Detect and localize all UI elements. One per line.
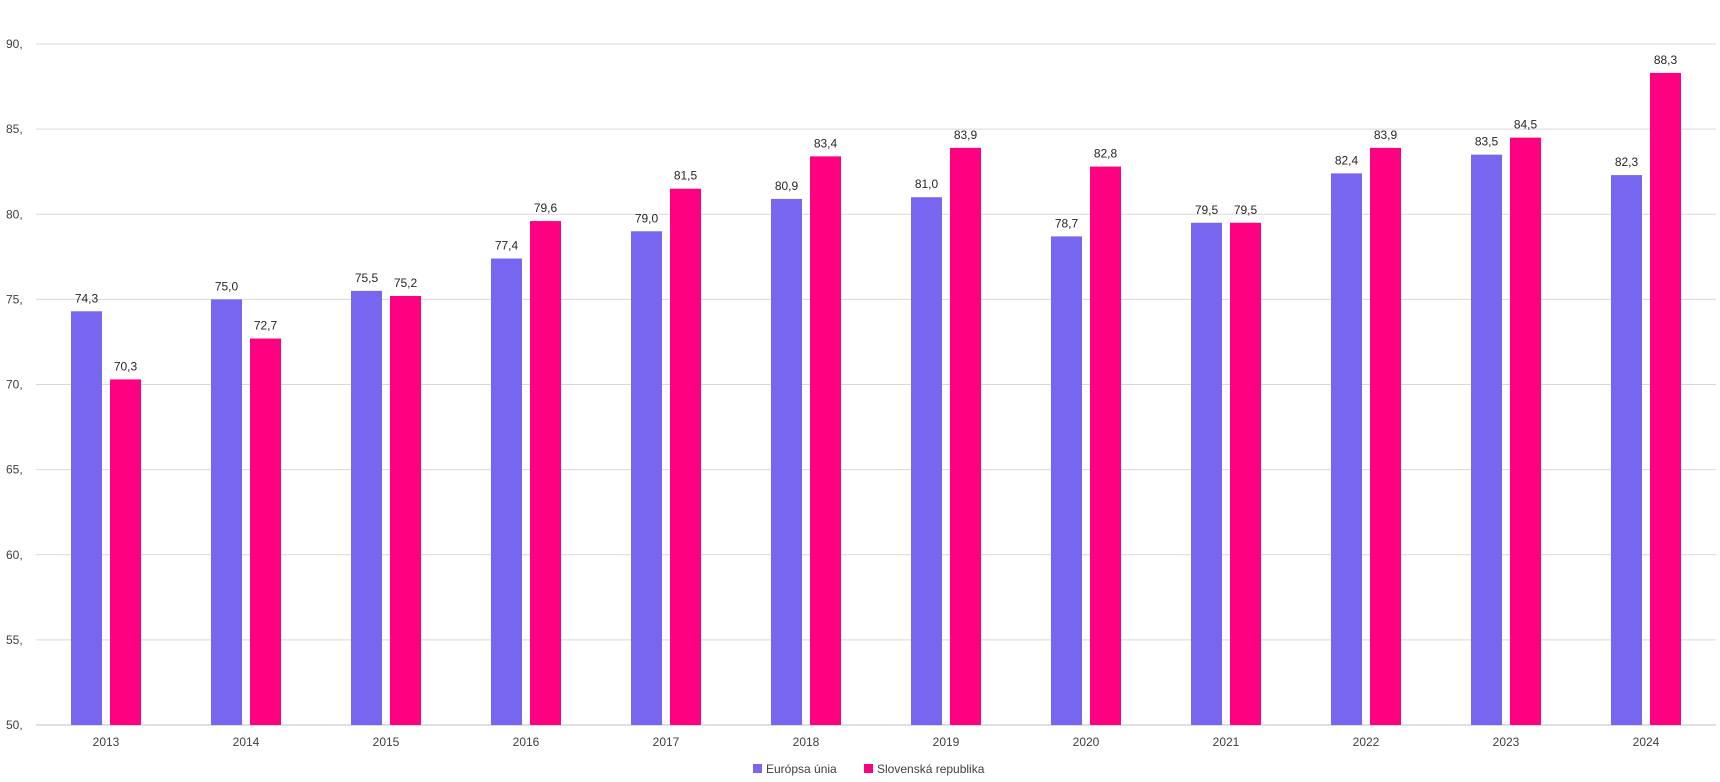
bar-sk-2014 [250,338,281,725]
bar-sk-2018 [810,156,841,726]
data-label-sk-2019: 83,9 [954,128,978,142]
gridlines [36,43,1716,726]
x-axis-category-labels: 2013 2014 2015 2016 2017 2018 2019 2020 2021 2022… [93,735,1660,749]
data-label-eu-2016: 77,4 [495,239,519,253]
data-label-sk-2020: 82,8 [1094,147,1118,161]
bar-eu-2014 [211,299,242,725]
bar-eu-2015 [351,290,382,725]
bar-sk-2016 [530,221,561,725]
data-label-eu-2023: 83,5 [1475,135,1499,149]
legend: Európsa únia Slovenská republika [753,762,985,776]
y-tick-label: 65, [6,463,23,477]
y-tick-label: 70, [6,378,23,392]
data-label-sk-2013: 70,3 [114,359,138,373]
bar-sk-2022 [1370,147,1401,726]
bar-sk-2019 [950,147,981,726]
x-tick-label: 2013 [93,735,120,749]
y-tick-label: 85, [6,122,23,136]
y-tick-label: 60, [6,548,23,562]
data-label-eu-2013: 74,3 [75,291,99,305]
data-label-sk-2022: 83,9 [1374,128,1398,142]
bar-sk-2021 [1230,222,1261,725]
data-label-eu-2015: 75,5 [355,271,379,285]
bar-eu-2021 [1191,222,1222,725]
y-tick-label: 80, [6,207,23,221]
legend-swatch [864,764,873,773]
legend-label: Európsa únia [766,762,837,776]
data-label-sk-2016: 79,6 [534,201,558,215]
bar-sk-2017 [670,188,701,725]
legend-item-eu: Európsa únia [753,762,837,776]
legend-swatch [753,764,762,773]
x-tick-label: 2019 [933,735,960,749]
x-tick-label: 2017 [653,735,680,749]
data-label-eu-2021: 79,5 [1195,203,1219,217]
legend-label: Slovenská republika [877,762,985,776]
bar-eu-2016 [491,258,522,725]
y-tick-label: 75, [6,292,23,306]
x-tick-label: 2015 [373,735,400,749]
bar-sk-2020 [1090,166,1121,725]
bar-eu-2022 [1331,173,1362,725]
y-tick-label: 50, [6,718,23,732]
data-label-sk-2017: 81,5 [674,169,698,183]
legend-item-sk: Slovenská republika [864,762,985,776]
data-label-sk-2021: 79,5 [1234,203,1258,217]
bar-eu-2019 [911,197,942,726]
bar-sk-2013 [110,379,141,725]
x-tick-label: 2024 [1633,735,1660,749]
bar-eu-2024 [1611,175,1642,725]
x-tick-label: 2016 [513,735,540,749]
data-label-sk-2018: 83,4 [814,136,838,150]
y-axis-tick-labels: 50, 55, 60, 65, 70, 75, 80, 85, 90, [6,37,23,732]
data-label-eu-2014: 75,0 [215,279,239,293]
data-label-sk-2024: 88,3 [1654,53,1678,67]
data-label-eu-2017: 79,0 [635,211,659,225]
x-tick-label: 2021 [1213,735,1240,749]
bar-eu-2023 [1471,154,1502,726]
x-tick-label: 2014 [233,735,260,749]
data-label-eu-2024: 82,3 [1615,155,1639,169]
y-tick-label: 90, [6,37,23,51]
bar-eu-2020 [1051,236,1082,725]
bar-eu-2013 [71,311,102,725]
x-tick-label: 2020 [1073,735,1100,749]
x-tick-label: 2018 [793,735,820,749]
data-label-eu-2018: 80,9 [775,179,799,193]
data-label-eu-2019: 81,0 [915,177,939,191]
x-tick-label: 2022 [1353,735,1380,749]
data-label-sk-2014: 72,7 [254,319,278,333]
y-tick-label: 55, [6,633,23,647]
bar-eu-2018 [771,198,802,726]
bar-eu-2017 [631,231,662,725]
bar-sk-2015 [390,295,421,725]
data-label-sk-2015: 75,2 [394,276,418,290]
bars [71,72,1681,726]
data-label-eu-2020: 78,7 [1055,216,1079,230]
data-label-eu-2022: 82,4 [1335,153,1359,167]
bar-sk-2023 [1510,137,1541,725]
bar-sk-2024 [1650,72,1681,725]
data-labels: 74,3 70,3 75,0 72,7 75,5 75,2 77,4 79,6 79,0 81,5… [75,53,1678,373]
data-label-sk-2023: 84,5 [1514,118,1538,132]
x-tick-label: 2023 [1493,735,1520,749]
